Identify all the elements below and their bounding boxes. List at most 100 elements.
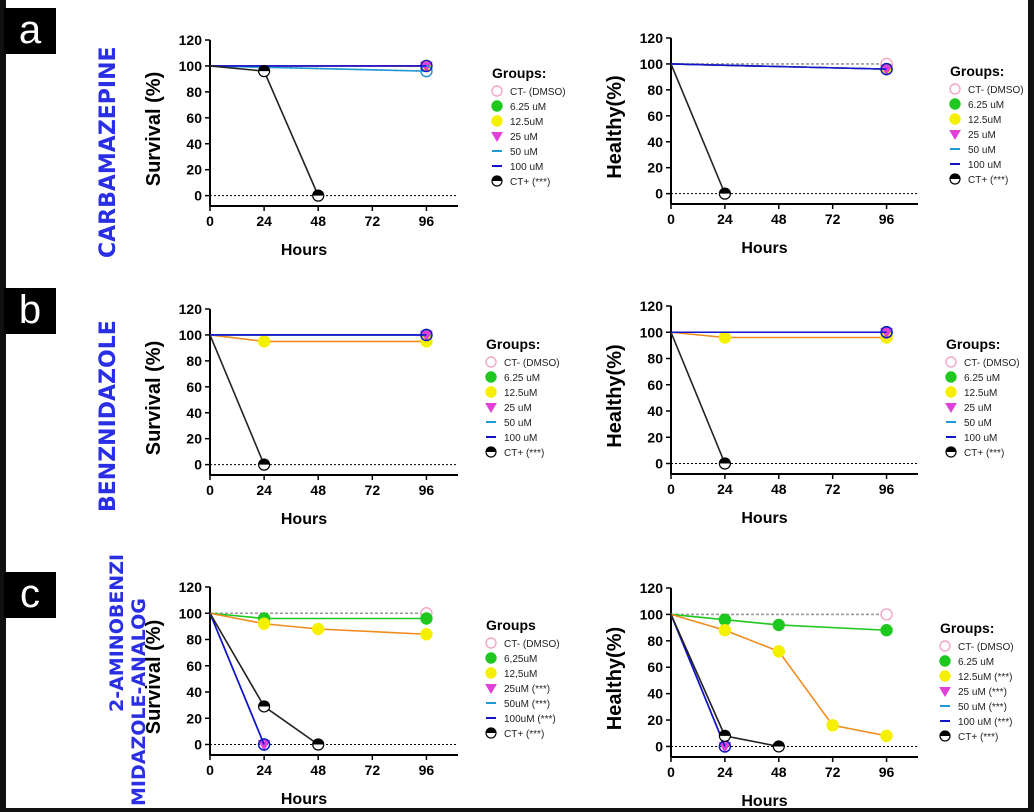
- y-tick-label: 100: [640, 324, 664, 340]
- legend-marker-3: [949, 130, 961, 140]
- data-point-5: [880, 62, 893, 76]
- legend-entry-label: CT- (DMSO): [510, 87, 566, 98]
- y-tick-label: 100: [179, 605, 203, 621]
- legend-title: Groups:: [946, 336, 1000, 352]
- legend-entry-label: 12.5uM (***): [958, 672, 1012, 683]
- y-axis-label: Survival (%): [143, 620, 165, 734]
- chart-3: 0 20 40 60 80 100 120 0 24 48 72 96 Hours Healthy(%): [604, 298, 918, 527]
- series-line-6: [209, 612, 319, 746]
- y-tick-label: 60: [647, 108, 663, 124]
- x-tick-label: 48: [310, 762, 326, 778]
- y-tick-label: 20: [647, 712, 663, 728]
- x-tick-label: 96: [879, 211, 895, 227]
- data-point-2: [718, 331, 732, 344]
- y-tick-label: 40: [186, 684, 202, 700]
- y-axis-label: Survival (%): [143, 72, 165, 186]
- data-point-6-half: [719, 188, 731, 194]
- data-point-5: [420, 328, 433, 342]
- x-tick-label: 0: [667, 211, 675, 227]
- x-tick-label: 48: [771, 481, 787, 497]
- legend-4: Groups CT- (DMSO) 6,25uM 12,5uM 25uM (***) 50…: [485, 617, 560, 740]
- legend-entry-label: 25 uM: [964, 403, 992, 414]
- legend-entry-label: 12.5uM: [968, 115, 1001, 126]
- data-point-1: [772, 618, 785, 632]
- y-tick-label: 40: [186, 136, 202, 152]
- x-tick-label: 0: [667, 764, 675, 780]
- legend-1: Groups: CT- (DMSO) 6.25 uM 12.5uM 25 uM 50 uM…: [949, 63, 1024, 186]
- legend-entry-label: CT- (DMSO): [964, 358, 1020, 369]
- legend-marker-1: [939, 655, 951, 667]
- x-tick-label: 0: [206, 762, 214, 778]
- legend-entry-label: 25 uM: [510, 132, 538, 143]
- legend-entry-label: 6.25 uM: [510, 102, 546, 113]
- legend-0: Groups: CT- (DMSO) 6.25 uM 12.5uM 25 uM 50 uM…: [491, 65, 566, 188]
- data-point-1: [880, 624, 893, 637]
- frame-bottom: [0, 808, 1034, 812]
- y-tick-label: 120: [179, 579, 203, 595]
- y-tick-label: 60: [186, 658, 202, 674]
- x-tick-label: 24: [256, 213, 272, 229]
- legend-marker-0: [945, 356, 957, 368]
- x-tick-label: 72: [825, 481, 841, 497]
- x-tick-label: 96: [419, 482, 435, 498]
- legend-marker-6-half: [946, 447, 956, 452]
- legend-marker-6-half: [492, 176, 502, 181]
- legend-marker-3: [485, 403, 497, 413]
- legend-marker-2: [945, 386, 957, 398]
- data-point-0: [880, 608, 893, 621]
- series-line-6: [670, 331, 726, 464]
- series-line-2: [209, 334, 427, 343]
- x-axis-label: Hours: [741, 793, 787, 810]
- data-point-2: [420, 628, 433, 641]
- data-point-3: [257, 740, 271, 751]
- data-point-5: [420, 59, 433, 73]
- data-point-5: [880, 326, 893, 339]
- x-tick-label: 24: [256, 482, 272, 498]
- legend-marker-0: [491, 85, 503, 97]
- legend-entry-label: 25 uM: [504, 403, 532, 414]
- legend-entry-label: 100 uM (***): [958, 717, 1012, 728]
- y-tick-label: 0: [194, 457, 202, 473]
- legend-3: Groups: CT- (DMSO) 6.25 uM 12.5uM 25 uM 50 uM…: [945, 336, 1020, 459]
- data-point-3: [420, 330, 433, 342]
- x-tick-label: 0: [667, 481, 675, 497]
- legend-entry-label: CT+ (***): [510, 177, 550, 188]
- legend-entry-label: 12.5uM: [964, 388, 997, 399]
- frame-left: [0, 0, 6, 812]
- data-point-2: [772, 645, 785, 658]
- data-point-2: [312, 622, 325, 636]
- y-tick-label: 120: [640, 298, 664, 314]
- y-tick-label: 40: [647, 403, 663, 419]
- legend-marker-6-half: [940, 731, 950, 736]
- chart-1: 0 20 40 60 80 100 120 0 24 48 72 96 Hours Healthy(%): [604, 30, 918, 257]
- legend-entry-label: 100 uM: [968, 160, 1001, 171]
- data-point-3: [880, 64, 893, 76]
- legend-entry-label: CT+ (***): [504, 448, 544, 459]
- legend-entry-label: CT- (DMSO): [504, 639, 560, 650]
- y-axis-label: Healthy(%): [604, 75, 626, 178]
- legend-entry-label: CT+ (***): [958, 732, 998, 743]
- x-tick-label: 48: [310, 482, 326, 498]
- y-tick-label: 20: [186, 710, 202, 726]
- x-tick-label: 72: [365, 482, 381, 498]
- x-axis-label: Hours: [741, 240, 787, 257]
- legend-entry-label: 6,25uM: [504, 654, 537, 665]
- legend-marker-3: [485, 684, 497, 694]
- legend-2: Groups: CT- (DMSO) 6.25 uM 12.5uM 25 uM 50 uM…: [485, 336, 560, 459]
- y-tick-label: 100: [179, 58, 203, 74]
- y-tick-label: 80: [186, 353, 202, 369]
- data-point-6-half: [258, 459, 270, 465]
- x-tick-label: 96: [419, 213, 435, 229]
- y-tick-label: 80: [647, 351, 663, 367]
- legend-entry-label: 50 uM: [510, 147, 538, 158]
- chart-5: 0 20 40 60 80 100 120 0 24 48 72 96 Hours Healthy(%): [604, 580, 918, 810]
- series-line-6: [670, 63, 726, 194]
- legend-entry-label: 100 uM: [964, 433, 997, 444]
- y-tick-label: 100: [640, 56, 664, 72]
- x-tick-label: 0: [206, 213, 214, 229]
- legend-entry-label: 100uM (***): [504, 714, 556, 725]
- data-point-6-half: [312, 739, 324, 745]
- data-point-1: [420, 612, 433, 625]
- y-tick-label: 0: [655, 738, 663, 754]
